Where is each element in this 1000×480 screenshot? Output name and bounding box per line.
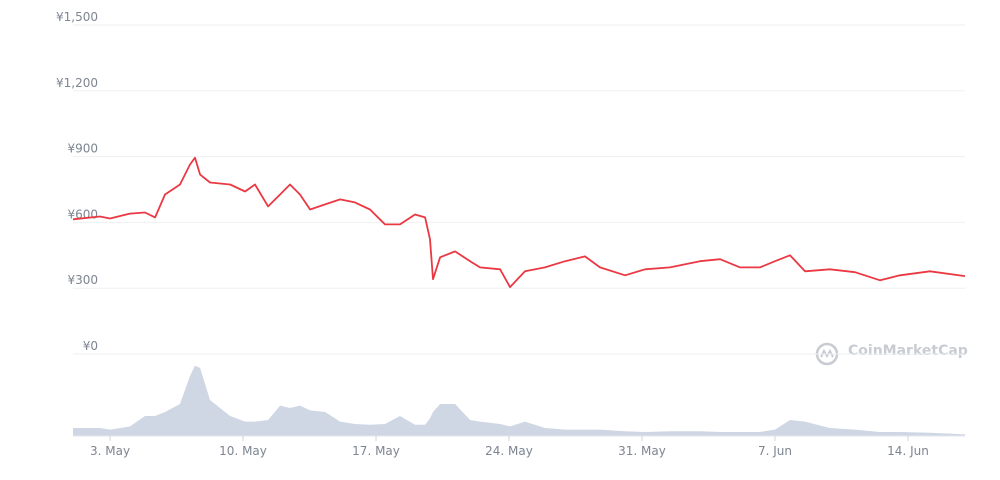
price-line: [72, 156, 966, 288]
y-tick-label: ¥0: [83, 339, 98, 353]
y-tick-label: ¥1,200: [56, 76, 98, 90]
x-tick-label: 17. May: [352, 444, 400, 458]
x-tick-label: 24. May: [485, 444, 533, 458]
volume-area: [73, 365, 965, 436]
watermark: CoinMarketCap: [848, 343, 968, 359]
y-tick-label: ¥900: [67, 142, 98, 156]
x-tick-label: 10. May: [219, 444, 267, 458]
x-tick-label: 3. May: [90, 444, 130, 458]
y-tick-label: ¥600: [67, 207, 98, 221]
x-tick-label: 14. Jun: [887, 444, 929, 458]
x-tick-label: 31. May: [618, 444, 666, 458]
x-tick-label: 7. Jun: [758, 444, 792, 458]
y-tick-label: ¥300: [67, 273, 98, 287]
y-tick-label: ¥1,500: [56, 10, 98, 24]
